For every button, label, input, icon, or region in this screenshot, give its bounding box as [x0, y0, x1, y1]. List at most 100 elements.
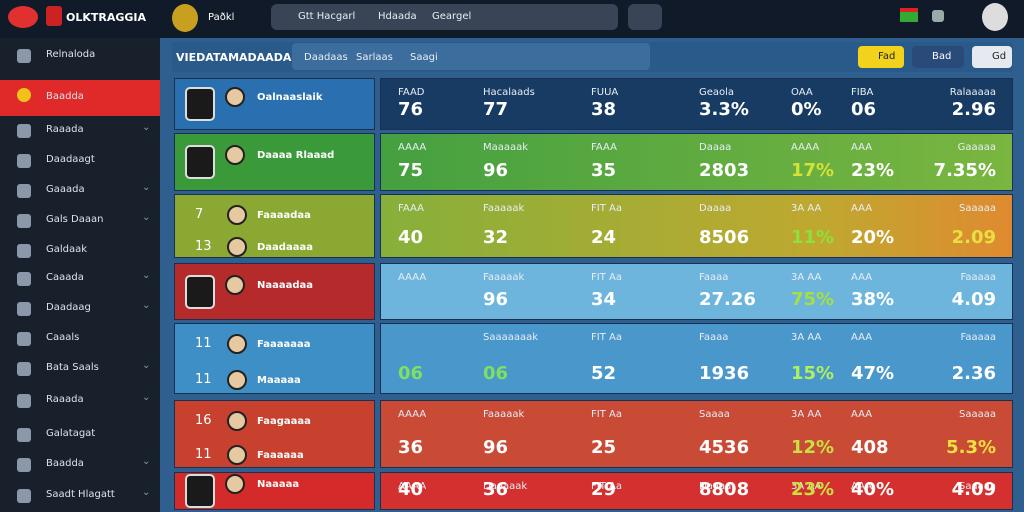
- stat-value: 40: [398, 479, 424, 500]
- nav-label[interactable]: Baadda: [46, 91, 84, 102]
- nav-item[interactable]: Baadda: [0, 80, 160, 116]
- stat-label: Faaaaa: [960, 332, 996, 343]
- nav-item[interactable]: Gaaada ⌄: [0, 176, 160, 206]
- nav-label[interactable]: Relnaloda: [46, 49, 96, 60]
- nav-item[interactable]: Gals Daaan ⌄: [0, 206, 160, 236]
- stat-label: Gaaaaa: [957, 142, 996, 153]
- user-avatar[interactable]: [982, 3, 1008, 31]
- stats-panel[interactable]: FAAA 40 Faaaaak 32 FIT Aa 24 Daaaa 8506 3A AA 11%…: [380, 194, 1013, 258]
- team-panel[interactable]: Naaaaa: [174, 472, 375, 510]
- logo: [8, 6, 38, 28]
- nav-label[interactable]: Daadaagt: [46, 154, 95, 165]
- stat-label: Faaaa: [699, 332, 729, 343]
- nav-label[interactable]: Galatagat: [46, 428, 96, 439]
- nav-item[interactable]: Daadaag ⌄: [0, 294, 160, 324]
- notifications[interactable]: [932, 10, 944, 22]
- team-panel[interactable]: 7 Faaaadaa 13 Daadaaaa: [174, 194, 375, 258]
- stat-value: 36: [398, 437, 424, 458]
- nav-label[interactable]: Saadt Hlagatt: [46, 489, 115, 500]
- tab[interactable]: Daadaas: [304, 52, 348, 63]
- stat-label: Saaaaa: [959, 203, 996, 214]
- team-panel[interactable]: Naaaadaa: [174, 263, 375, 320]
- stat-value: 75%: [791, 289, 835, 310]
- nav-item[interactable]: Relnaloda: [0, 41, 160, 71]
- player-name: Faaaadaa: [257, 210, 311, 221]
- stat-label: FIT Aa: [591, 203, 622, 214]
- tab[interactable]: Sarlaas: [356, 52, 393, 63]
- stat-label: FIT Aa: [591, 332, 622, 343]
- badge: [46, 6, 62, 26]
- stat-label: Saaaa: [699, 409, 730, 420]
- stat-value: 5.3%: [946, 437, 996, 458]
- nav-item[interactable]: Saadt Hlagatt ⌄: [0, 481, 160, 511]
- nav-label[interactable]: Bata Saals: [46, 362, 99, 373]
- stat-value: 8808: [699, 479, 750, 500]
- team-panel[interactable]: Daaaa Rlaaad: [174, 133, 375, 191]
- flag[interactable]: [900, 8, 918, 22]
- nav-icon: [17, 302, 31, 316]
- stat-label: Geaola: [699, 87, 735, 98]
- stat-value: 52: [591, 363, 617, 384]
- stat-value: 20%: [851, 227, 895, 248]
- nav-item[interactable]: Caaals: [0, 324, 160, 354]
- search-field[interactable]: Geargel: [432, 11, 472, 22]
- nav-label[interactable]: Raaada: [46, 394, 84, 405]
- nav-label[interactable]: Baadda: [46, 458, 84, 469]
- nav-icon: [17, 244, 31, 258]
- header-button[interactable]: Gd: [972, 46, 1012, 68]
- stats-panel[interactable]: AAAA 36 Faaaaak 96 FIT Aa 25 Saaaa 4536 3A AA 12%…: [380, 400, 1013, 468]
- player-name: Faaaaaa: [257, 450, 304, 461]
- nav-label[interactable]: Daadaag: [46, 302, 91, 313]
- team-panel[interactable]: 16 Faagaaaa 11 Faaaaaa: [174, 400, 375, 468]
- stats-panel[interactable]: FAAD 76 Hacalaads 77 FUUA 38 Geaola 3.3% OAA 0% FI…: [380, 78, 1013, 130]
- stat-value: 29: [591, 479, 617, 500]
- player-number: 13: [195, 239, 212, 254]
- nav-item[interactable]: Galatagat: [0, 420, 160, 450]
- team-panel[interactable]: Oalnaaslaik: [174, 78, 375, 130]
- team-panel[interactable]: 11 Faaaaaaa 11 Maaaaa: [174, 323, 375, 394]
- nav-item[interactable]: Baadda ⌄: [0, 450, 160, 480]
- team-crest: [185, 145, 215, 179]
- nav-item[interactable]: Bata Saals ⌄: [0, 354, 160, 384]
- avatar: [225, 274, 245, 295]
- stat-value: 77: [483, 99, 509, 120]
- stat-value: 25: [591, 437, 617, 458]
- stats-panel[interactable]: AAAA 40 Daaaaak 36 FIT Aa 29 Daaaa 8808 3A AA 23%…: [380, 472, 1013, 510]
- stat-label: Faaaaa: [960, 272, 996, 283]
- stats-panel[interactable]: AAAA Faaaaak 96 FIT Aa 34 Faaaa 27.26 3A AA 75% A…: [380, 263, 1013, 320]
- nav-label[interactable]: Caaada: [46, 272, 84, 283]
- stat-value: 06: [398, 363, 424, 384]
- search-field[interactable]: Gtt Hacgarl: [298, 11, 356, 22]
- stats-panel[interactable]: 06 Saaaaaaak 06 FIT Aa 52 Faaaa 1936 3A AA 15% AA…: [380, 323, 1013, 394]
- nav-icon: [17, 154, 31, 168]
- stat-label: Daaaaak: [483, 481, 528, 492]
- tab[interactable]: Saagi: [410, 52, 438, 63]
- nav-label[interactable]: Caaals: [46, 332, 80, 343]
- nav-label[interactable]: Raaada: [46, 124, 84, 135]
- avatar: [225, 474, 245, 494]
- stats-panel[interactable]: AAAA 75 Maaaaak 96 FAAA 35 Daaaa 2803 AAAA 17% AAA…: [380, 133, 1013, 191]
- search-button[interactable]: [628, 4, 662, 30]
- nav-label[interactable]: Galdaak: [46, 244, 88, 255]
- nav-label[interactable]: Gals Daaan: [46, 214, 104, 225]
- nav-label[interactable]: Gaaada: [46, 184, 85, 195]
- topbar: OLKTRAGGIA Paðkl Gtt Hacgarl Hdaada Gear…: [0, 0, 1024, 38]
- stat-label: 3A AA: [791, 481, 822, 492]
- chevron: ⌄: [142, 487, 151, 498]
- nav-icon: [17, 394, 31, 408]
- header-button[interactable]: Fad: [858, 46, 904, 68]
- stat-value: 40%: [851, 479, 895, 500]
- header-button[interactable]: Bad: [912, 46, 964, 68]
- nav-item[interactable]: Raaada ⌄: [0, 386, 160, 416]
- nav-item[interactable]: Daadaagt: [0, 146, 160, 176]
- search-bar[interactable]: [271, 4, 618, 30]
- stat-value: 40: [398, 227, 424, 248]
- nav-item[interactable]: Galdaak: [0, 236, 160, 266]
- stat-value: 2803: [699, 160, 750, 181]
- chevron: ⌄: [142, 270, 151, 281]
- nav-item[interactable]: Raaada ⌄: [0, 116, 160, 146]
- search-field[interactable]: Hdaada: [378, 11, 417, 22]
- nav-item[interactable]: Caaada ⌄: [0, 264, 160, 294]
- player-name: Naaaadaa: [257, 279, 314, 291]
